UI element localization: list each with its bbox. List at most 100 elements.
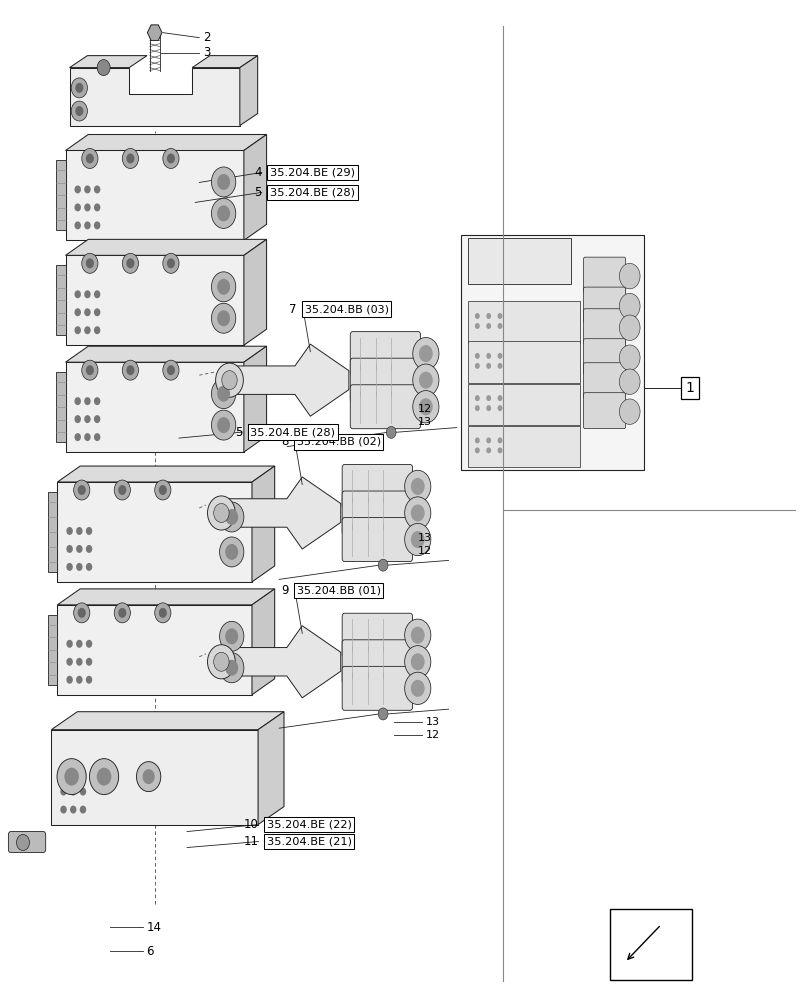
Circle shape xyxy=(404,470,431,503)
Circle shape xyxy=(127,153,135,163)
FancyBboxPatch shape xyxy=(341,518,412,562)
Circle shape xyxy=(163,253,178,273)
Text: 5: 5 xyxy=(254,186,261,199)
Circle shape xyxy=(474,323,479,329)
Circle shape xyxy=(143,769,155,784)
Text: 35.204.BB (02): 35.204.BB (02) xyxy=(296,437,380,447)
Circle shape xyxy=(127,365,135,375)
Circle shape xyxy=(474,363,479,369)
FancyBboxPatch shape xyxy=(350,385,420,429)
Circle shape xyxy=(86,153,94,163)
Circle shape xyxy=(86,676,92,684)
Circle shape xyxy=(67,658,73,666)
Circle shape xyxy=(486,313,491,319)
Circle shape xyxy=(410,627,424,644)
Text: 35.204.BE (28): 35.204.BE (28) xyxy=(269,187,354,197)
Circle shape xyxy=(619,369,639,394)
Circle shape xyxy=(94,308,101,316)
Circle shape xyxy=(497,313,502,319)
Circle shape xyxy=(486,437,491,443)
Circle shape xyxy=(94,185,101,193)
Polygon shape xyxy=(243,135,266,240)
FancyBboxPatch shape xyxy=(350,358,420,402)
Circle shape xyxy=(78,608,86,618)
Polygon shape xyxy=(48,492,58,572)
Circle shape xyxy=(86,365,94,375)
Circle shape xyxy=(474,437,479,443)
Circle shape xyxy=(217,279,230,295)
Circle shape xyxy=(208,496,235,530)
FancyBboxPatch shape xyxy=(583,257,625,293)
Circle shape xyxy=(76,658,83,666)
Text: 35.204.BB (01): 35.204.BB (01) xyxy=(296,586,380,596)
Circle shape xyxy=(75,308,81,316)
Circle shape xyxy=(163,360,178,380)
Text: 35.204.BE (29): 35.204.BE (29) xyxy=(269,167,354,177)
Polygon shape xyxy=(66,346,266,362)
Circle shape xyxy=(74,603,90,623)
Circle shape xyxy=(75,415,81,423)
Circle shape xyxy=(67,640,73,648)
Circle shape xyxy=(75,290,81,298)
Circle shape xyxy=(75,106,84,116)
Circle shape xyxy=(213,652,229,671)
Circle shape xyxy=(74,480,90,500)
Circle shape xyxy=(86,258,94,268)
FancyBboxPatch shape xyxy=(583,363,625,399)
Polygon shape xyxy=(251,466,274,582)
Text: 5: 5 xyxy=(234,426,242,439)
Circle shape xyxy=(70,770,76,778)
Circle shape xyxy=(75,203,81,211)
Circle shape xyxy=(221,371,237,390)
Circle shape xyxy=(71,78,88,98)
Polygon shape xyxy=(225,477,341,549)
Circle shape xyxy=(79,788,86,796)
Circle shape xyxy=(94,415,101,423)
Circle shape xyxy=(217,386,230,402)
Circle shape xyxy=(211,410,235,440)
Circle shape xyxy=(114,480,131,500)
Circle shape xyxy=(122,360,139,380)
Polygon shape xyxy=(58,605,251,695)
FancyBboxPatch shape xyxy=(583,393,625,429)
Circle shape xyxy=(82,360,98,380)
Circle shape xyxy=(84,397,91,405)
Text: 12: 12 xyxy=(426,730,440,740)
Circle shape xyxy=(219,653,243,683)
Circle shape xyxy=(159,608,167,618)
Circle shape xyxy=(75,221,81,229)
Circle shape xyxy=(497,323,502,329)
Text: 10: 10 xyxy=(243,818,258,831)
Circle shape xyxy=(378,559,388,571)
Circle shape xyxy=(75,83,84,93)
Circle shape xyxy=(84,308,91,316)
Polygon shape xyxy=(70,56,147,68)
Circle shape xyxy=(219,502,243,532)
Circle shape xyxy=(60,806,67,814)
Circle shape xyxy=(76,676,83,684)
FancyBboxPatch shape xyxy=(467,238,570,284)
Circle shape xyxy=(211,303,235,333)
Circle shape xyxy=(619,315,639,340)
Polygon shape xyxy=(66,255,243,345)
Circle shape xyxy=(486,363,491,369)
Text: 12: 12 xyxy=(418,404,431,414)
Circle shape xyxy=(474,313,479,319)
Circle shape xyxy=(75,326,81,334)
Circle shape xyxy=(122,253,139,273)
Polygon shape xyxy=(233,344,349,416)
Circle shape xyxy=(76,527,83,535)
FancyBboxPatch shape xyxy=(610,909,691,980)
Text: 13: 13 xyxy=(426,717,440,727)
Circle shape xyxy=(225,660,238,676)
Polygon shape xyxy=(66,362,243,452)
Circle shape xyxy=(84,221,91,229)
Text: 3: 3 xyxy=(203,46,211,59)
Circle shape xyxy=(163,148,178,168)
Circle shape xyxy=(79,806,86,814)
Circle shape xyxy=(67,676,73,684)
Circle shape xyxy=(86,545,92,553)
Circle shape xyxy=(497,405,502,411)
Circle shape xyxy=(71,101,88,121)
Polygon shape xyxy=(70,68,239,126)
